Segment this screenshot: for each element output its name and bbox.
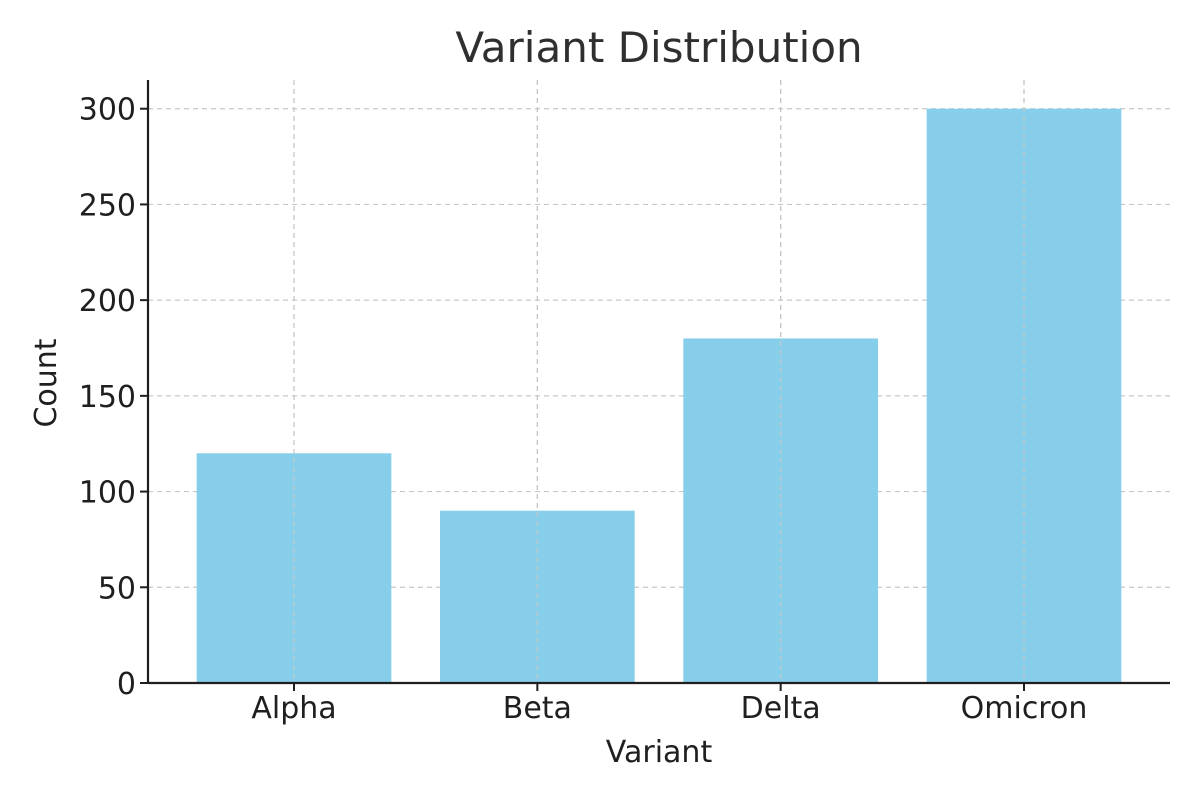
y-tick-label: 300 — [79, 93, 136, 128]
y-tick-label: 50 — [98, 571, 136, 606]
y-tick-label: 250 — [79, 188, 136, 223]
y-tick-label: 150 — [79, 380, 136, 415]
x-tick-label: Delta — [741, 691, 821, 726]
y-tick-label: 200 — [79, 284, 136, 319]
y-tick-label: 100 — [79, 476, 136, 511]
x-axis-label: Variant — [606, 735, 713, 770]
y-axis: 0 50 100 150 200 250 300 — [79, 80, 150, 702]
y-tick-label: 0 — [117, 667, 136, 702]
x-axis: Alpha Beta Delta Omicron — [148, 681, 1170, 726]
x-tick-label: Beta — [503, 691, 572, 726]
chart-title: Variant Distribution — [455, 23, 862, 72]
x-tick-label: Omicron — [961, 691, 1088, 726]
x-tick-label: Alpha — [251, 691, 336, 726]
bars-layer — [196, 80, 1122, 683]
y-axis-label: Count — [29, 338, 64, 427]
